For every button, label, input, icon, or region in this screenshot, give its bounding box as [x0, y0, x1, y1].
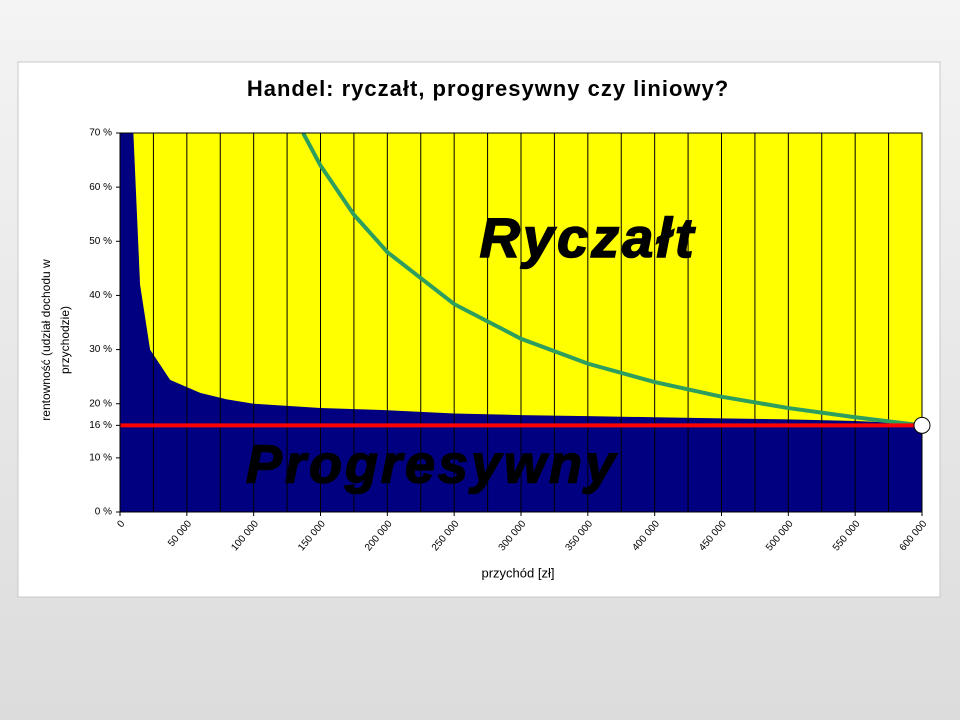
y-tick-label: 20 %: [89, 398, 112, 409]
series-annotation: Progresywny: [246, 434, 618, 494]
plot: [120, 133, 922, 512]
y-axis-label: przychodzie): [58, 306, 72, 374]
line: [301, 133, 922, 428]
marker: [913, 416, 931, 434]
y-axis-label: rentowność (udział dochodu w: [39, 259, 53, 421]
y-tick-label: 70 %: [89, 128, 112, 139]
x-tick-label: 0: [115, 518, 127, 530]
y-tick-label: 40 %: [89, 290, 112, 301]
y-tick-label: 60 %: [89, 182, 112, 193]
y-tick-label: 30 %: [89, 344, 112, 355]
y-tick-label: 10 %: [89, 452, 112, 463]
x-axis-label: przychód [zł]: [482, 565, 555, 580]
y-tick-label: 16 %: [89, 420, 112, 431]
series-annotation: Ryczałt: [479, 206, 696, 269]
y-tick-label: 50 %: [89, 236, 112, 247]
y-tick-label: 0 %: [95, 507, 112, 518]
chart-title: Handel: ryczałt, progresywny czy liniowy…: [247, 76, 729, 101]
